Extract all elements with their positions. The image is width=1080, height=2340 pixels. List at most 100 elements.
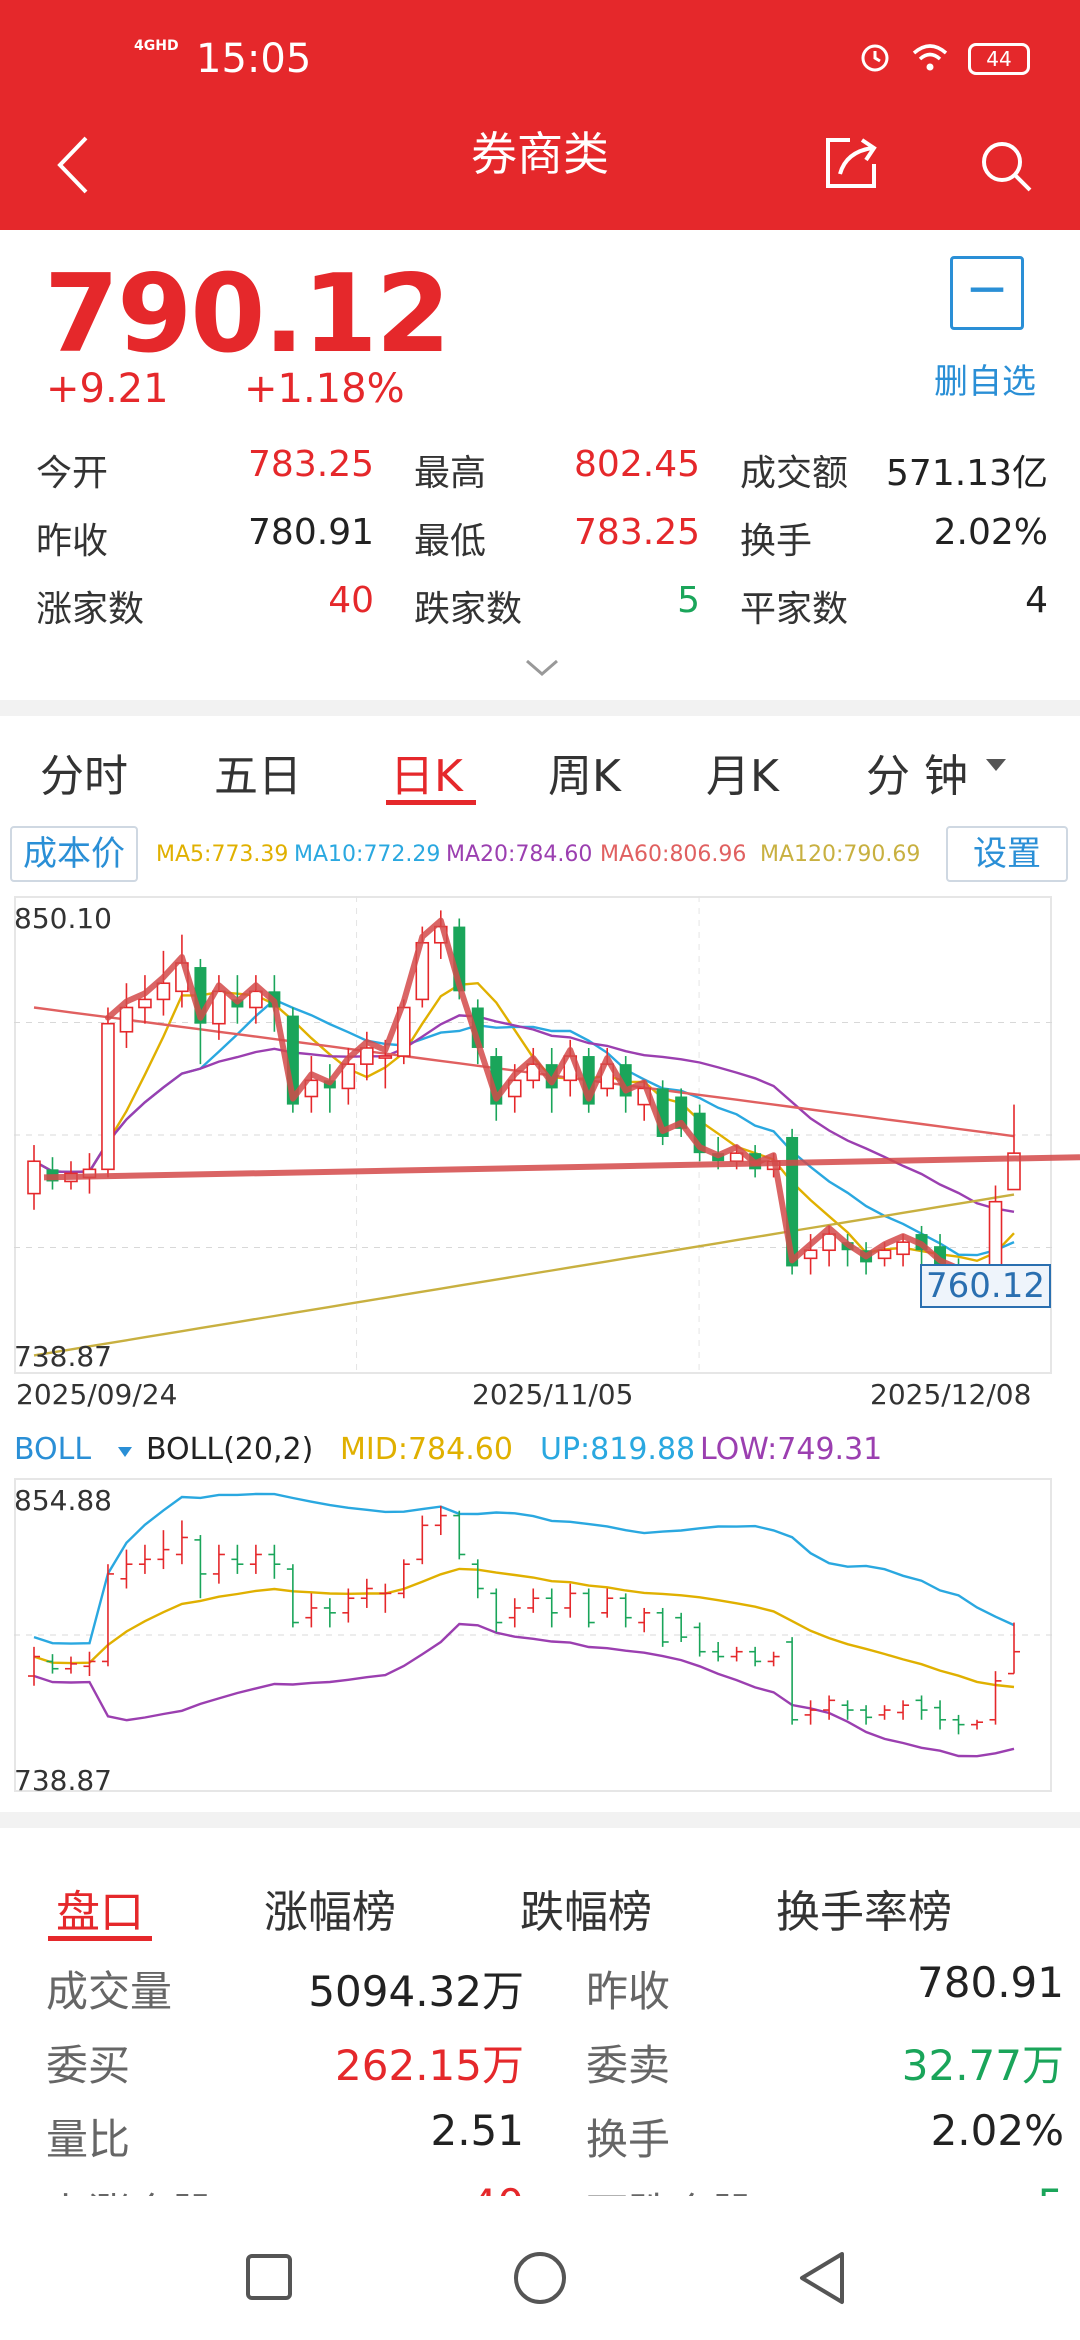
candle-body — [156, 982, 171, 1001]
section-divider — [0, 700, 1080, 716]
panel-active-indicator — [48, 1936, 152, 1941]
boll-caret-icon[interactable] — [118, 1444, 132, 1463]
battery-icon: 44 — [968, 43, 1030, 75]
remove-favorite-label[interactable]: 删自选 — [934, 362, 1036, 402]
cost-price-button[interactable]: 成本价 — [10, 826, 138, 882]
stat-label: 成交额 — [740, 453, 849, 494]
expand-chevron-icon[interactable] — [524, 656, 560, 684]
boll-mid: MID:784.60 — [340, 1432, 513, 1467]
chart-tab[interactable]: 五日 — [214, 751, 302, 802]
boll-indicator-select[interactable]: BOLL — [14, 1432, 92, 1467]
stat-value: 4 — [1025, 580, 1048, 621]
network-indicator: 4GHD — [134, 38, 179, 54]
price-change-percent: +1.18% — [244, 366, 405, 412]
panel-value: 32.77万 — [901, 2041, 1064, 2090]
chart-tab[interactable]: 周K — [548, 751, 621, 802]
search-icon[interactable] — [978, 138, 1034, 198]
stat-value: 780.91 — [248, 512, 374, 553]
candle-body — [27, 1160, 41, 1195]
price-change: +9.21 — [46, 366, 169, 412]
status-time: 15:05 — [196, 36, 312, 82]
annotation-trend-stroke — [105, 917, 962, 1272]
boll-mid-line — [33, 1567, 1015, 1689]
stat-value: 783.25 — [574, 512, 700, 553]
remove-favorite-button[interactable]: − — [950, 256, 1024, 330]
kline-y-min: 738.87 — [14, 1340, 112, 1373]
candle-body — [1007, 1152, 1021, 1191]
stat-label: 最高 — [414, 453, 487, 494]
date-end: 2025/12/08 — [870, 1378, 1032, 1411]
boll-y-max: 854.88 — [14, 1484, 112, 1517]
panel-tab[interactable]: 跌幅榜 — [520, 1887, 652, 1938]
stat-value: 783.25 — [248, 444, 374, 485]
candle-body — [507, 1079, 522, 1098]
panel-label: 委买 — [46, 2041, 131, 2090]
status-icons: 44 — [858, 40, 1030, 78]
candle-body — [526, 1063, 541, 1082]
panel-label: 换手 — [586, 2115, 671, 2164]
wifi-icon — [910, 41, 950, 77]
ma-line — [33, 1006, 1015, 1138]
section-divider — [0, 1812, 1080, 1828]
boll-lower-line — [33, 1622, 1015, 1758]
panel-label: 昨收 — [586, 1967, 671, 2016]
candle-body — [304, 1079, 319, 1098]
stat-label: 今开 — [36, 453, 109, 494]
ma-legend-item: MA20:784.60 — [446, 842, 593, 867]
candle-body — [249, 990, 263, 1009]
home-icon[interactable] — [512, 2250, 568, 2310]
candle-body — [988, 1200, 1003, 1268]
panel-data: 成交量 5094.32万 昨收 780.91 委买 262.15万 委卖 32.77万 量比 2.… — [0, 1950, 1080, 2196]
candle-body — [877, 1249, 892, 1260]
candle-body — [803, 1249, 818, 1260]
boll-chart[interactable] — [14, 1478, 1052, 1792]
candle-body — [341, 1063, 356, 1090]
panel-value: 2.02% — [930, 2106, 1064, 2155]
low-price-marker: 760.12 — [920, 1264, 1051, 1308]
panel-tab[interactable]: 涨幅榜 — [264, 1887, 396, 1938]
panel-tab[interactable]: 换手率榜 — [776, 1887, 952, 1938]
stat-value: 571.13亿 — [886, 453, 1048, 494]
panel-value: 2.51 — [430, 2106, 524, 2155]
boll-params: BOLL(20,2) — [146, 1432, 314, 1467]
boll-upper-line — [33, 1492, 1015, 1645]
page-title: 券商类 — [471, 127, 609, 181]
chart-tab[interactable]: 分时 — [40, 751, 128, 802]
candle-body — [822, 1233, 836, 1252]
candle-body — [138, 998, 152, 1009]
chart-tab[interactable]: 日K — [390, 751, 463, 802]
active-tab-indicator — [386, 800, 476, 805]
back-nav-icon[interactable] — [796, 2250, 848, 2310]
panel-label: 委卖 — [586, 2041, 671, 2090]
ma-line — [33, 1014, 1015, 1213]
ma-line — [33, 998, 1015, 1257]
settings-button[interactable]: 设置 — [946, 826, 1068, 882]
ma-legend-item: MA60:806.96 — [600, 842, 747, 867]
candle-body — [675, 1096, 688, 1129]
ma-legend-item: MA5:773.39 — [156, 842, 289, 867]
candle-body — [101, 1022, 115, 1171]
stat-value: 802.45 — [574, 444, 700, 485]
panel-value: 262.15万 — [335, 2041, 524, 2090]
stat-value: 40 — [328, 580, 374, 621]
panel-value: 40 — [224, 2180, 524, 2196]
panel-value: 5094.32万 — [308, 1967, 524, 2016]
chart-tab[interactable]: 月K — [706, 751, 779, 802]
panel-label: 上涨个股 — [46, 2180, 214, 2196]
share-icon[interactable] — [822, 134, 880, 196]
back-icon[interactable] — [52, 134, 92, 200]
panel-tab[interactable]: 盘口 — [56, 1887, 144, 1938]
candle-body — [119, 1006, 134, 1033]
alarm-icon — [858, 40, 892, 78]
chart-tab[interactable]: 分 钟 — [866, 751, 968, 802]
recent-apps-icon[interactable] — [244, 2252, 294, 2306]
candle-body — [360, 1047, 374, 1065]
date-mid: 2025/11/05 — [472, 1378, 634, 1411]
boll-up: UP:819.88 — [540, 1432, 696, 1467]
system-nav-bar — [0, 2196, 1080, 2340]
stat-label: 涨家数 — [36, 589, 145, 630]
boll-y-min: 738.87 — [14, 1764, 112, 1797]
panel-value: 780.91 — [917, 1958, 1064, 2007]
ma-legend-item: MA10:772.29 — [294, 842, 441, 867]
dropdown-caret-icon[interactable] — [986, 758, 1006, 777]
